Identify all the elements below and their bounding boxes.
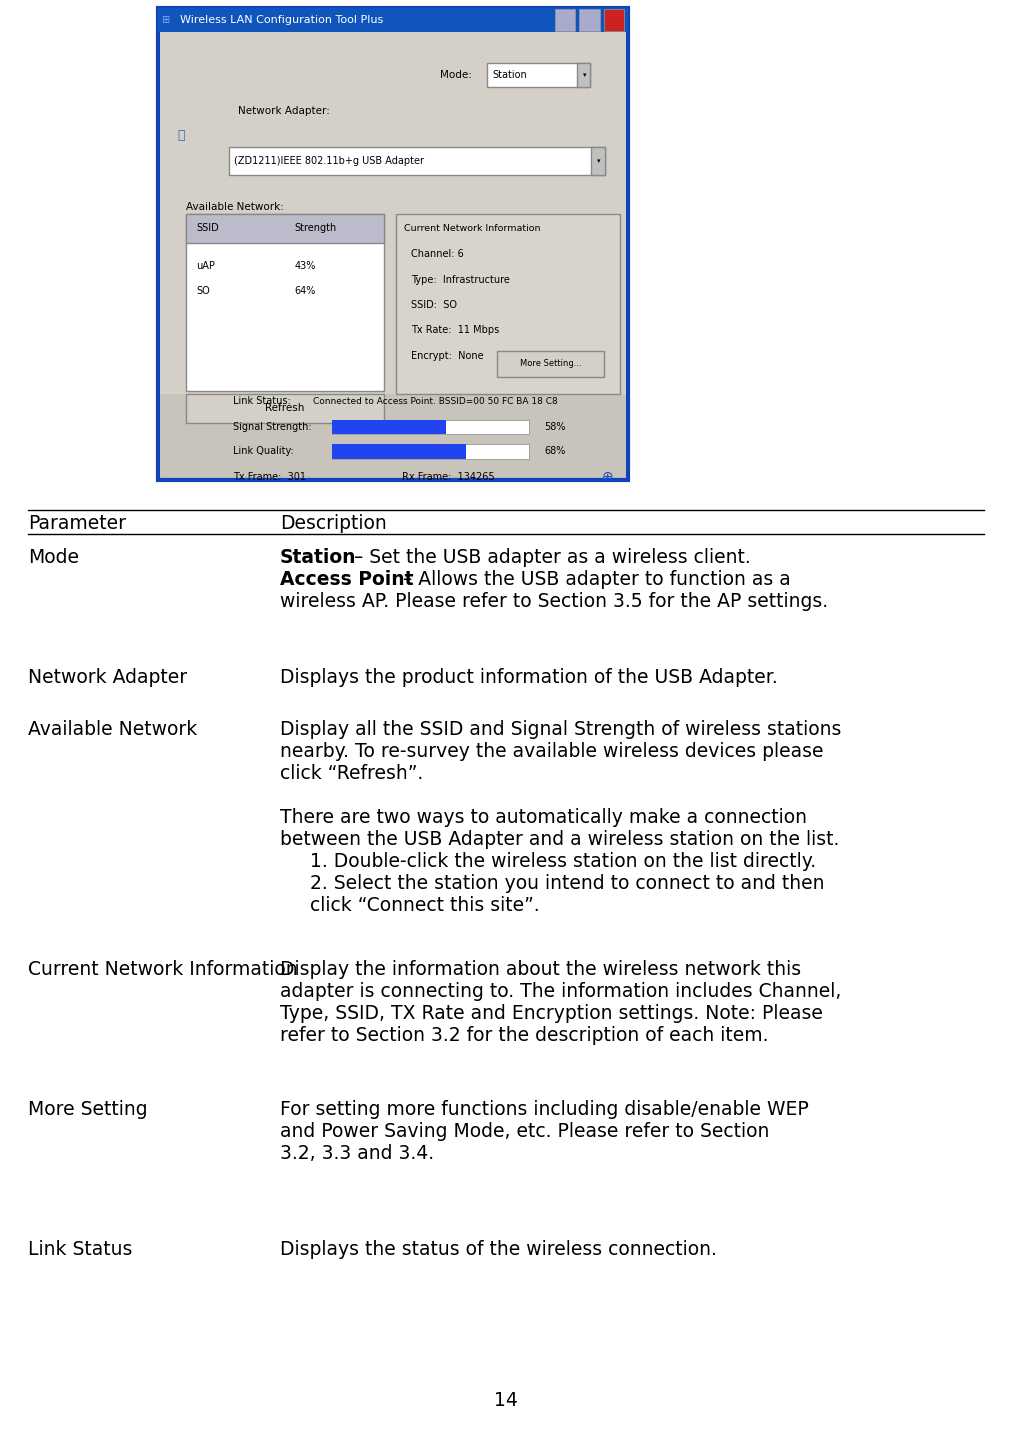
Text: Mode:: Mode: bbox=[440, 70, 471, 80]
Text: Parameter: Parameter bbox=[28, 514, 126, 533]
Text: Displays the product information of the USB Adapter.: Displays the product information of the … bbox=[280, 668, 777, 686]
Bar bbox=[160, 394, 626, 477]
Text: Link Status: Link Status bbox=[28, 1240, 132, 1260]
Bar bbox=[332, 420, 446, 434]
Text: ▾: ▾ bbox=[596, 158, 600, 163]
Bar bbox=[160, 32, 626, 477]
Bar bbox=[186, 214, 383, 242]
Bar bbox=[186, 214, 383, 391]
Text: 14: 14 bbox=[493, 1390, 518, 1410]
Text: Access Point: Access Point bbox=[280, 570, 413, 589]
Bar bbox=[158, 9, 628, 480]
Text: Signal Strength:: Signal Strength: bbox=[233, 421, 311, 431]
Text: 68%: 68% bbox=[544, 446, 565, 456]
Text: Type:  Infrastructure: Type: Infrastructure bbox=[410, 275, 510, 285]
Text: For setting more functions including disable/enable WEP: For setting more functions including dis… bbox=[280, 1101, 808, 1119]
Text: Refresh: Refresh bbox=[265, 403, 304, 413]
Bar bbox=[158, 9, 628, 32]
Bar bbox=[332, 420, 529, 434]
Bar bbox=[576, 63, 589, 87]
Text: Channel: 6: Channel: 6 bbox=[410, 249, 463, 259]
Text: ⊕: ⊕ bbox=[602, 470, 613, 484]
Text: – Set the USB adapter as a wireless client.: – Set the USB adapter as a wireless clie… bbox=[348, 547, 750, 567]
Text: 64%: 64% bbox=[294, 287, 315, 297]
Bar bbox=[486, 63, 589, 87]
Text: Current Network Information: Current Network Information bbox=[28, 960, 297, 979]
Text: 3.2, 3.3 and 3.4.: 3.2, 3.3 and 3.4. bbox=[280, 1144, 434, 1164]
Text: SSID: SSID bbox=[196, 224, 218, 234]
Text: SSID:  SO: SSID: SO bbox=[410, 299, 457, 310]
Text: 1. Double-click the wireless station on the list directly.: 1. Double-click the wireless station on … bbox=[280, 853, 815, 871]
Text: 58%: 58% bbox=[544, 421, 565, 431]
Text: Displays the status of the wireless connection.: Displays the status of the wireless conn… bbox=[280, 1240, 716, 1260]
Bar bbox=[332, 444, 466, 459]
Text: There are two ways to automatically make a connection: There are two ways to automatically make… bbox=[280, 808, 806, 827]
Text: between the USB Adapter and a wireless station on the list.: between the USB Adapter and a wireless s… bbox=[280, 830, 838, 848]
Text: More Setting...: More Setting... bbox=[519, 360, 580, 368]
Text: Station: Station bbox=[491, 70, 527, 80]
Text: Network Adapter:: Network Adapter: bbox=[238, 106, 330, 116]
Text: Description: Description bbox=[280, 514, 386, 533]
Text: Available Network: Available Network bbox=[28, 719, 197, 739]
Bar bbox=[332, 444, 529, 459]
Text: Strength: Strength bbox=[294, 224, 337, 234]
Text: Current Network Information: Current Network Information bbox=[403, 224, 540, 232]
Text: uAP: uAP bbox=[196, 261, 215, 271]
Text: Connected to Access Point. BSSID=00 50 FC BA 18 C8: Connected to Access Point. BSSID=00 50 F… bbox=[312, 397, 557, 406]
Text: – Allows the USB adapter to function as a: – Allows the USB adapter to function as … bbox=[396, 570, 790, 589]
Text: Link Status:: Link Status: bbox=[233, 396, 291, 406]
Text: Tx Frame:  301: Tx Frame: 301 bbox=[233, 471, 306, 481]
Text: Rx Frame:  134265: Rx Frame: 134265 bbox=[402, 471, 494, 481]
Text: Wireless LAN Configuration Tool Plus: Wireless LAN Configuration Tool Plus bbox=[180, 14, 383, 24]
Text: More Setting: More Setting bbox=[28, 1101, 148, 1119]
Text: Mode: Mode bbox=[28, 547, 79, 567]
Text: Type, SSID, TX Rate and Encryption settings. Note: Please: Type, SSID, TX Rate and Encryption setti… bbox=[280, 1005, 822, 1023]
Text: click “Refresh”.: click “Refresh”. bbox=[280, 764, 423, 782]
Bar bbox=[228, 146, 604, 175]
Text: Station: Station bbox=[280, 547, 356, 567]
Text: Network Adapter: Network Adapter bbox=[28, 668, 187, 686]
Bar bbox=[186, 214, 383, 242]
Text: 43%: 43% bbox=[294, 261, 315, 271]
Bar bbox=[555, 10, 575, 30]
Text: and Power Saving Mode, etc. Please refer to Section: and Power Saving Mode, etc. Please refer… bbox=[280, 1122, 768, 1141]
Text: (ZD1211)IEEE 802.11b+g USB Adapter: (ZD1211)IEEE 802.11b+g USB Adapter bbox=[234, 156, 424, 166]
Text: Display the information about the wireless network this: Display the information about the wirele… bbox=[280, 960, 801, 979]
Bar bbox=[604, 10, 624, 30]
Text: Link Quality:: Link Quality: bbox=[233, 446, 293, 456]
Text: adapter is connecting to. The information includes Channel,: adapter is connecting to. The informatio… bbox=[280, 982, 840, 1002]
Text: ⊞: ⊞ bbox=[161, 14, 169, 24]
Text: wireless AP. Please refer to Section 3.5 for the AP settings.: wireless AP. Please refer to Section 3.5… bbox=[280, 592, 827, 610]
Text: Encrypt:  None: Encrypt: None bbox=[410, 351, 483, 361]
Bar bbox=[186, 394, 383, 423]
Text: 2. Select the station you intend to connect to and then: 2. Select the station you intend to conn… bbox=[280, 874, 824, 893]
Text: Available Network:: Available Network: bbox=[186, 202, 284, 212]
Text: 📡: 📡 bbox=[177, 129, 185, 142]
Text: nearby. To re-survey the available wireless devices please: nearby. To re-survey the available wirel… bbox=[280, 742, 823, 761]
Text: Tx Rate:  11 Mbps: Tx Rate: 11 Mbps bbox=[410, 325, 498, 335]
Bar bbox=[590, 146, 604, 175]
Bar bbox=[395, 214, 620, 394]
Bar bbox=[496, 351, 604, 377]
Bar bbox=[579, 10, 600, 30]
Text: refer to Section 3.2 for the description of each item.: refer to Section 3.2 for the description… bbox=[280, 1026, 767, 1045]
Text: SO: SO bbox=[196, 287, 210, 297]
Text: click “Connect this site”.: click “Connect this site”. bbox=[280, 896, 539, 916]
Text: ▾: ▾ bbox=[582, 72, 585, 77]
Text: Display all the SSID and Signal Strength of wireless stations: Display all the SSID and Signal Strength… bbox=[280, 719, 840, 739]
